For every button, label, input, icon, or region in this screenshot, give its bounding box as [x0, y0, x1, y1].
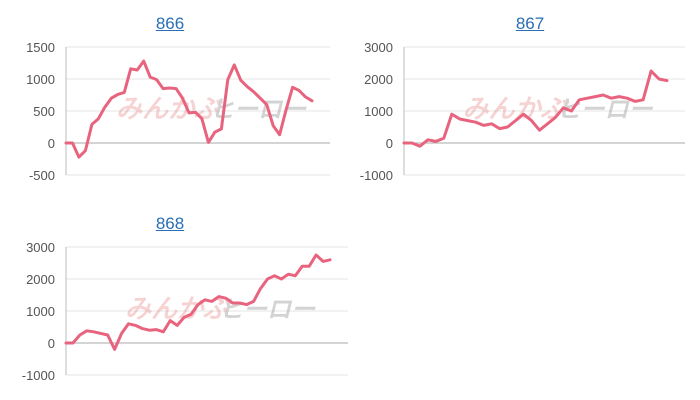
y-tick-label: 2000	[26, 272, 55, 287]
y-tick-label: 500	[33, 104, 55, 119]
y-tick-label: 1000	[364, 104, 393, 119]
y-tick-label: 1000	[26, 72, 55, 87]
watermark-text-left: みんかぶ	[116, 94, 224, 124]
y-tick-label: 0	[48, 336, 55, 351]
y-tick-label: -1000	[360, 168, 393, 183]
y-tick-label: 3000	[26, 240, 55, 255]
y-tick-label: 0	[386, 136, 393, 151]
y-tick-label: 2000	[364, 72, 393, 87]
chart-panel-867: 867 3000 2000 1000 0 -1000 みんかぶ ヒーロー	[345, 0, 685, 190]
series-line	[402, 69, 669, 148]
chart-panel-866: 866 1500 1000 500 0 -500 みんかぶ ヒーロー	[0, 0, 340, 190]
y-tick-label: 1000	[26, 304, 55, 319]
chart-title-link[interactable]: 868	[155, 214, 185, 233]
y-tick-label: 3000	[364, 40, 393, 55]
y-tick-label: 1500	[26, 40, 55, 55]
y-tick-label: -500	[29, 168, 55, 183]
y-tick-label: -1000	[22, 368, 55, 383]
series-line	[64, 253, 332, 351]
chart-title-link[interactable]: 867	[515, 14, 545, 33]
y-tick-label: 0	[48, 136, 55, 151]
series-line	[64, 59, 314, 159]
chart-title-link[interactable]: 866	[155, 14, 185, 33]
chart-panel-868: 868 3000 2000 1000 0 -1000 みんかぶ ヒーロー	[0, 200, 348, 390]
watermark-text-right: ヒーロー	[219, 295, 316, 323]
